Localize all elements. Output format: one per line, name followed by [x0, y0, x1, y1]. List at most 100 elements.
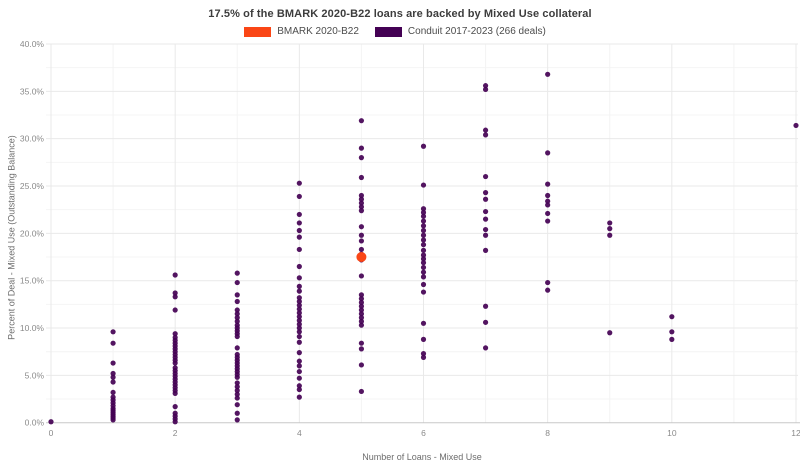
y-tick-label: 40.0%	[20, 39, 45, 49]
data-point-conduit	[358, 315, 365, 321]
data-point-conduit	[420, 281, 427, 288]
data-point-conduit	[482, 232, 489, 238]
data-point-conduit	[358, 196, 365, 202]
data-point-conduit	[482, 190, 489, 196]
data-point-conduit	[296, 375, 302, 381]
data-point-conduit	[358, 388, 365, 395]
data-point-conduit	[420, 237, 427, 243]
data-point-conduit	[234, 417, 240, 423]
y-tick-label: 15.0%	[20, 276, 45, 286]
data-point-conduit	[482, 196, 489, 202]
data-point-conduit	[296, 263, 302, 270]
data-point-conduit	[545, 210, 551, 217]
data-point-conduit	[234, 395, 240, 401]
data-point-conduit	[545, 198, 551, 204]
x-tick-label: 12	[791, 428, 800, 438]
data-point-conduit	[234, 345, 240, 351]
data-point-conduit	[296, 310, 302, 316]
data-point-conduit	[234, 318, 240, 324]
data-point-conduit	[669, 314, 675, 320]
data-point-conduit	[358, 322, 365, 328]
data-point-conduit	[172, 294, 178, 300]
data-point-conduit	[669, 329, 675, 335]
data-point-conduit	[420, 264, 427, 271]
data-point-conduit	[482, 319, 489, 325]
data-point-conduit	[110, 417, 116, 423]
data-point-conduit	[358, 340, 365, 346]
data-point-conduit	[296, 298, 302, 305]
data-point-conduit	[420, 182, 427, 188]
data-point-conduit	[358, 192, 365, 199]
data-point-conduit	[296, 358, 302, 364]
data-point-conduit	[234, 307, 240, 313]
data-point-conduit	[234, 270, 240, 276]
data-point-conduit	[234, 315, 240, 321]
data-point-conduit	[420, 269, 427, 275]
data-point-conduit	[172, 404, 178, 410]
data-point-conduit	[296, 306, 302, 312]
data-point-conduit	[420, 256, 427, 262]
data-point-conduit	[296, 386, 302, 393]
data-point-conduit	[296, 211, 302, 218]
data-point-conduit	[234, 298, 240, 305]
data-point-conduit	[420, 260, 427, 266]
x-tick-label: 10	[667, 428, 677, 438]
data-point-conduit	[669, 336, 675, 342]
data-point-conduit	[234, 410, 240, 416]
data-point-conduit	[110, 329, 116, 335]
y-tick-label: 25.0%	[20, 181, 45, 191]
data-point-conduit	[234, 292, 240, 298]
data-point-conduit	[358, 174, 365, 181]
data-point-conduit	[296, 193, 302, 200]
data-point-conduit	[607, 220, 613, 226]
data-point-conduit	[296, 234, 302, 240]
data-point-conduit	[172, 290, 178, 296]
data-point-conduit	[482, 226, 489, 233]
data-point-conduit	[234, 384, 240, 390]
data-point-conduit	[234, 333, 240, 340]
data-point-conduit	[358, 200, 365, 206]
data-point-conduit	[482, 345, 489, 351]
data-point-conduit	[358, 155, 365, 161]
y-tick-label: 5.0%	[25, 370, 45, 380]
x-tick-label: 4	[297, 428, 302, 438]
data-point-conduit	[172, 390, 178, 396]
legend-label-bmark: BMARK 2020-B22	[277, 26, 359, 37]
data-point-conduit	[296, 350, 302, 356]
data-point-conduit	[420, 289, 427, 295]
data-point-conduit	[482, 247, 489, 253]
data-point-conduit	[234, 387, 240, 394]
chart-title: 17.5% of the BMARK 2020-B22 loans are ba…	[208, 8, 592, 20]
data-point-conduit	[482, 208, 489, 215]
data-point-conduit	[420, 213, 427, 219]
data-point-conduit	[420, 242, 427, 248]
data-point-conduit	[358, 118, 365, 124]
data-point-conduit	[296, 368, 302, 375]
data-point-conduit	[545, 181, 551, 187]
data-point-conduit	[420, 274, 427, 280]
data-point-conduit	[358, 208, 365, 214]
y-tick-label: 0.0%	[25, 418, 45, 428]
data-point-conduit	[607, 226, 613, 232]
data-point-conduit	[358, 238, 365, 244]
data-point-conduit	[607, 232, 613, 238]
data-point-conduit	[482, 216, 489, 222]
data-point-conduit	[234, 402, 240, 408]
data-point-conduit	[234, 279, 240, 286]
data-point-conduit	[358, 362, 365, 368]
data-point-conduit	[296, 333, 302, 340]
data-point-conduit	[545, 192, 551, 199]
data-point-conduit	[296, 325, 302, 331]
data-point-conduit	[110, 374, 116, 380]
data-point-conduit	[296, 302, 302, 308]
data-point-conduit	[296, 339, 302, 345]
data-point-conduit	[482, 86, 489, 93]
data-point-conduit	[296, 227, 302, 234]
data-point-conduit	[482, 303, 489, 309]
data-point-conduit	[358, 204, 365, 210]
data-point-conduit	[420, 143, 427, 149]
data-point-conduit	[420, 218, 427, 224]
data-point-conduit	[296, 288, 302, 294]
